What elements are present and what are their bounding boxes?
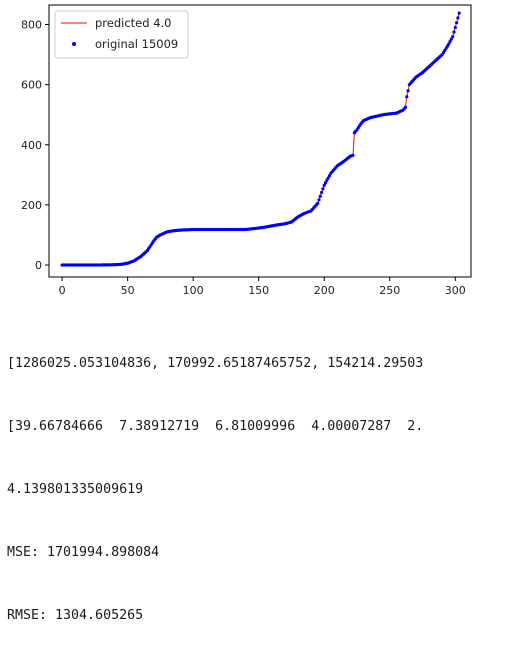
legend-box	[54, 10, 189, 59]
data-point-original	[456, 16, 460, 20]
y-tick-label: 800	[21, 19, 42, 32]
data-point-original	[318, 194, 322, 198]
x-tick-label: 200	[314, 284, 335, 297]
y-tick-label: 600	[21, 79, 42, 92]
x-tick-label: 250	[379, 284, 400, 297]
data-point-original	[325, 178, 329, 183]
output-line-4: MSE: 1701994.898084	[7, 545, 160, 560]
data-point-original	[317, 198, 321, 202]
y-tick-label: 200	[21, 199, 42, 212]
data-point-original	[449, 37, 453, 41]
output-line-5: RMSE: 1304.605265	[7, 608, 144, 623]
legend-dot-swatch	[72, 42, 76, 46]
data-point-original	[447, 42, 451, 46]
x-tick-label: 150	[248, 284, 269, 297]
data-point-original	[321, 187, 325, 191]
data-point-original	[405, 95, 409, 99]
data-point-original	[455, 21, 459, 25]
data-point-original	[453, 25, 457, 30]
data-point-original	[451, 35, 455, 39]
output-line-2: [39.66784666 7.38912719 6.81009996 4.000…	[7, 419, 424, 434]
data-point-original	[326, 176, 330, 180]
chart: 0 50 100 150 200 250 300 0 200 400 600 800 predicte…	[21, 4, 472, 297]
data-point-original	[327, 174, 332, 178]
legend: predicted 4.0 original 15009	[54, 10, 189, 59]
data-point-original	[403, 105, 408, 109]
data-point-original	[406, 89, 410, 93]
data-point-original	[316, 201, 320, 205]
data-point-original	[323, 181, 328, 185]
data-point-original	[457, 11, 461, 15]
y-tick-label: 0	[35, 259, 42, 272]
cell-output: [1286025.053104836, 170992.65187465752, …	[7, 311, 507, 647]
x-tick-label: 0	[59, 284, 66, 297]
y-tick-label: 400	[21, 139, 42, 152]
legend-label-predicted: predicted 4.0	[95, 16, 172, 30]
data-point-original	[452, 30, 456, 34]
x-tick-label: 50	[121, 284, 135, 297]
x-tick-label: 300	[445, 284, 466, 297]
data-point-original	[351, 153, 355, 157]
x-tick-label: 100	[183, 284, 204, 297]
plot-frame	[48, 4, 472, 278]
output-line-3: 4.139801335009619	[7, 482, 144, 497]
data-point-original	[322, 183, 326, 187]
output-line-1: [1286025.053104836, 170992.65187465752, …	[7, 356, 424, 371]
legend-label-original: original 15009	[95, 37, 178, 51]
data-point-original	[448, 40, 452, 44]
data-point-original	[320, 190, 324, 195]
